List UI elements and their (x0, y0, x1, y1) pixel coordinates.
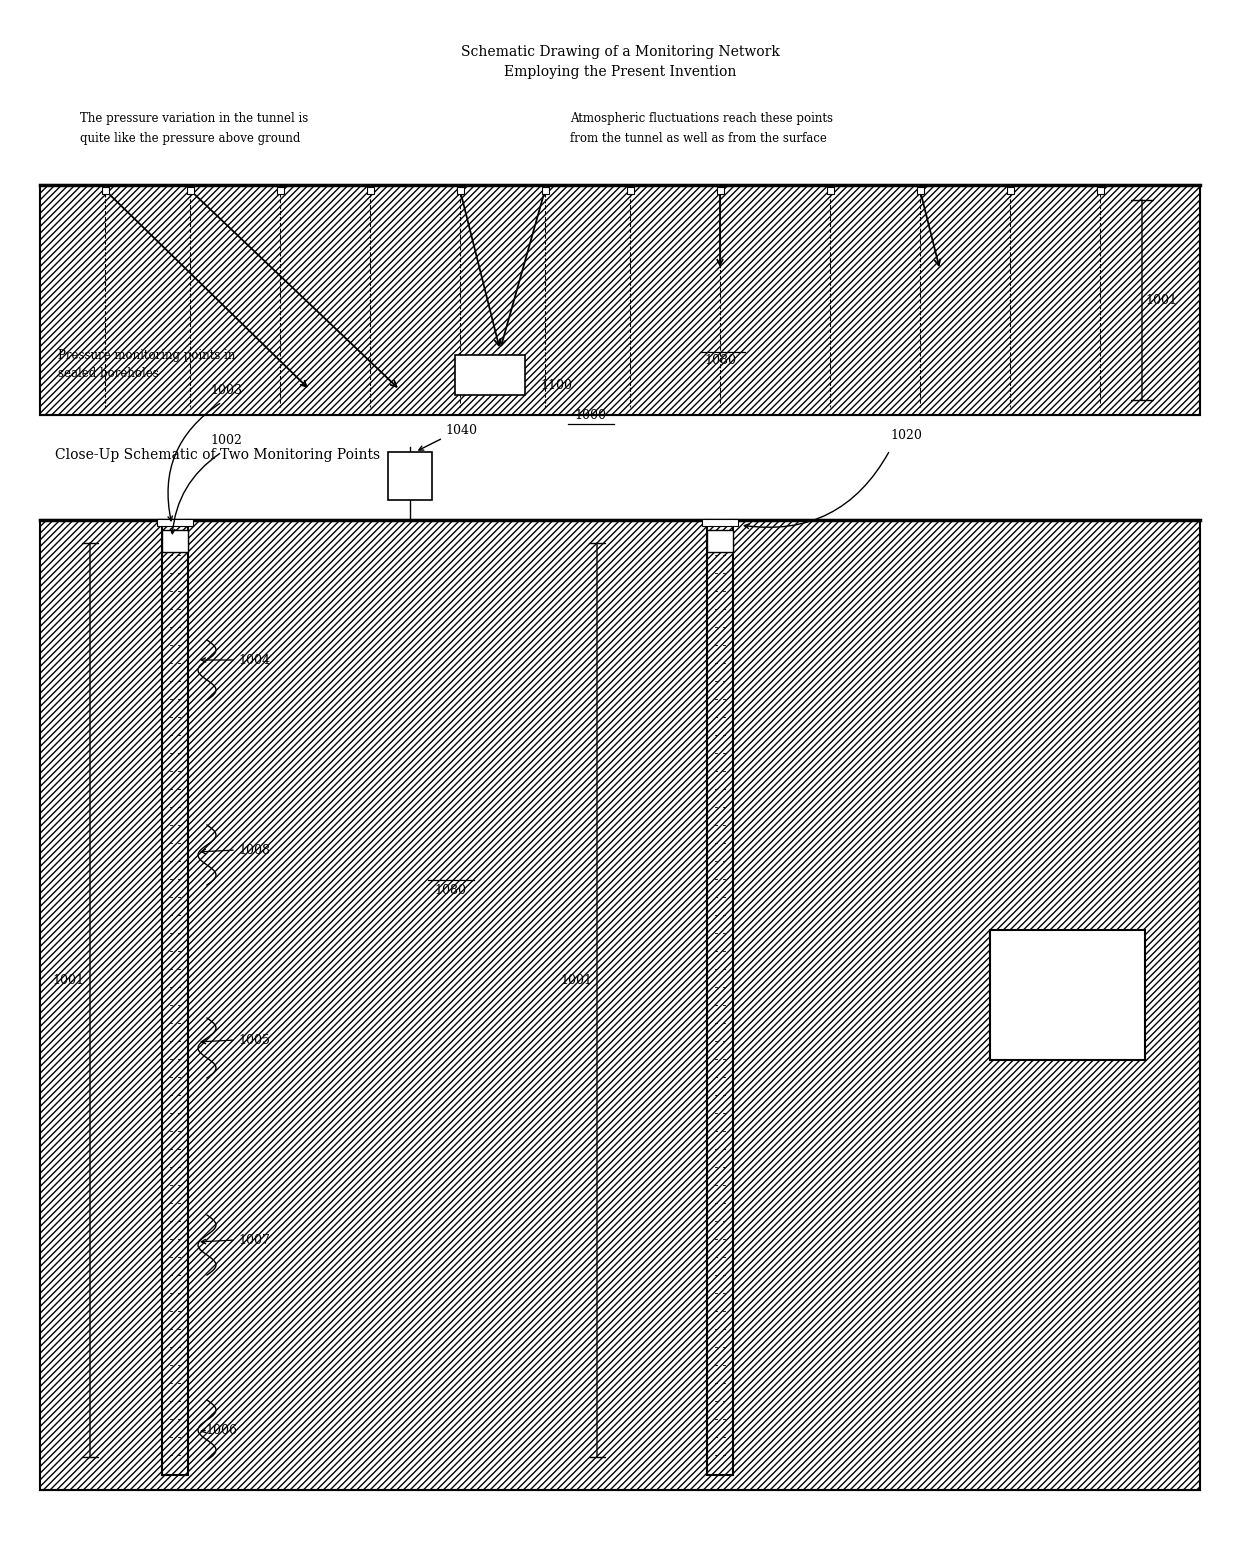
Bar (990, 929, 1145, 1060)
FancyArrowPatch shape (744, 452, 889, 528)
Text: 1100: 1100 (539, 378, 572, 392)
Bar (916, 187, 924, 194)
Bar (717, 187, 723, 194)
Text: 1003: 1003 (210, 384, 242, 397)
Text: Schematic Drawing of a Monitoring Network: Schematic Drawing of a Monitoring Networ… (460, 45, 780, 59)
Text: 1000: 1000 (574, 409, 606, 421)
Text: The pressure variation in the tunnel is: The pressure variation in the tunnel is (81, 112, 309, 124)
Bar (456, 187, 464, 194)
Text: 1004: 1004 (238, 654, 270, 666)
Text: 1006: 1006 (205, 1424, 237, 1436)
Bar (1007, 187, 1013, 194)
FancyArrowPatch shape (170, 454, 219, 534)
Bar (40, 520, 1200, 1490)
Bar (277, 187, 284, 194)
Text: quite like the pressure above ground: quite like the pressure above ground (81, 132, 300, 144)
Text: 1100: 1100 (1052, 979, 1084, 991)
Text: sealed boreholes: sealed boreholes (58, 367, 159, 380)
Text: 1001: 1001 (1145, 293, 1177, 307)
Text: 1005: 1005 (238, 1033, 270, 1047)
Bar (707, 530, 733, 551)
Text: Atmospheric fluctuations reach these points: Atmospheric fluctuations reach these poi… (570, 112, 833, 124)
Text: 1001: 1001 (560, 973, 591, 987)
Text: Close-Up Schematic of Two Monitoring Points: Close-Up Schematic of Two Monitoring Poi… (55, 448, 381, 462)
Bar (40, 184, 1200, 415)
Bar (157, 519, 193, 527)
Bar (162, 530, 188, 551)
Bar (455, 355, 525, 395)
Bar (367, 187, 373, 194)
Text: 1002: 1002 (210, 434, 242, 446)
Text: 1080: 1080 (434, 883, 466, 897)
Bar (388, 452, 432, 500)
Text: Pressure monitoring points in: Pressure monitoring points in (58, 349, 236, 361)
Bar (1096, 187, 1104, 194)
Text: 1020: 1020 (890, 429, 921, 441)
Bar (702, 519, 738, 527)
Bar (542, 187, 548, 194)
Text: from the tunnel as well as from the surface: from the tunnel as well as from the surf… (570, 132, 827, 144)
Text: 1080: 1080 (704, 353, 737, 367)
Text: 1008: 1008 (238, 844, 270, 857)
Bar (186, 187, 193, 194)
Text: Employing the Present Invention: Employing the Present Invention (503, 65, 737, 79)
Text: 1007: 1007 (238, 1233, 270, 1247)
Text: 1040: 1040 (445, 423, 477, 437)
FancyArrowPatch shape (167, 404, 219, 520)
Bar (626, 187, 634, 194)
Bar (102, 187, 109, 194)
Bar (827, 187, 833, 194)
Text: 1001: 1001 (52, 973, 84, 987)
